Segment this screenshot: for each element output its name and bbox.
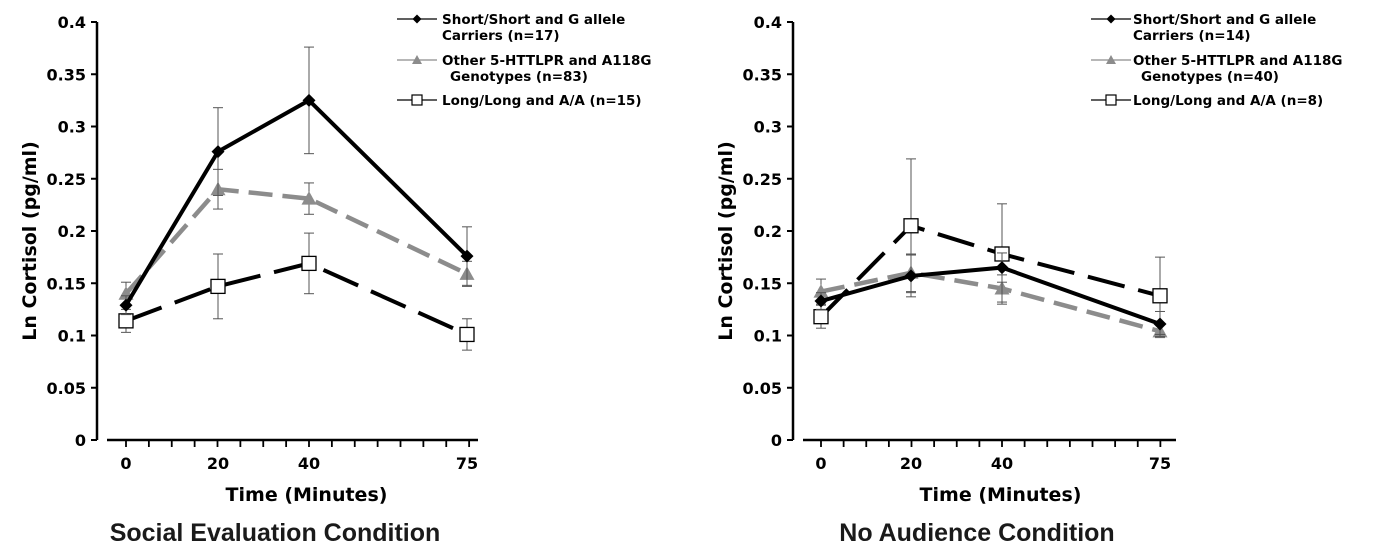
data-point: [459, 326, 475, 343]
series-diamond: [119, 46, 474, 316]
data-point: [119, 298, 133, 312]
x-tick-label: 0: [120, 454, 131, 473]
y-tick-label: 0.25: [47, 170, 86, 189]
x-tick-label: 20: [207, 454, 229, 473]
data-point: [460, 249, 474, 263]
series-triangle: [118, 168, 475, 306]
y-tick-label: 0.15: [743, 274, 782, 293]
legend-label: Short/Short and G allele: [442, 12, 625, 28]
y-tick-label: 0.15: [47, 274, 86, 293]
legend-label: Carriers (n=17): [442, 28, 560, 44]
legend-label: Short/Short and G allele: [1133, 12, 1316, 28]
y-tick-label: 0.25: [743, 170, 782, 189]
legend-label: Long/Long and A/A (n=15): [442, 93, 642, 109]
data-point: [1153, 317, 1167, 331]
x-tick-label: 40: [298, 454, 320, 473]
data-point: [903, 218, 919, 234]
y-tick-label: 0.4: [58, 13, 86, 32]
y-tick-label: 0.3: [754, 118, 782, 137]
legend-label: Long/Long and A/A (n=8): [1133, 93, 1323, 109]
series-line: [125, 261, 468, 337]
panel-no-audience: 0 0.05 0.1 0.15 0.2 0.25 0.3 0.35 0.4 0 20 40 75 Ln C…: [715, 12, 1342, 545]
legend-label: Genotypes (n=40): [1141, 69, 1279, 85]
series-line: [124, 97, 469, 307]
y-tick-label: 0.2: [58, 222, 86, 241]
legend-label: Other 5-HTTLPR and A118G: [442, 53, 651, 69]
legend-label: Carriers (n=14): [1133, 28, 1251, 44]
series-line: [820, 265, 1161, 326]
data-point: [814, 294, 828, 308]
x-axis-title: Time (Minutes): [226, 484, 388, 506]
data-point: [301, 255, 317, 272]
y-tick-label: 0.4: [754, 13, 782, 32]
panel-social-evaluation: 0 0.05 0.1 0.15 0.2 0.25 0.3 0.35 0.4 0 20 40 75 Ln C…: [19, 12, 651, 545]
series-triangle: [813, 253, 1168, 339]
y-axis-title: Ln Cortisol (pg/ml): [19, 141, 41, 341]
panel-caption: No Audience Condition: [839, 519, 1114, 545]
legend-marker: [1105, 94, 1117, 106]
x-axis-title: Time (Minutes): [920, 484, 1082, 506]
series-line: [819, 223, 1161, 319]
y-tick-label: 0.2: [754, 222, 782, 241]
legend-marker: [411, 94, 423, 106]
y-tick-label: 0.35: [47, 65, 86, 84]
legend-marker: [412, 14, 422, 24]
legend-marker: [1106, 14, 1116, 24]
legend-marker: [412, 55, 422, 64]
data-point: [813, 284, 829, 298]
data-point: [211, 145, 225, 159]
panel-caption: Social Evaluation Condition: [110, 519, 441, 545]
x-tick-label: 75: [1149, 454, 1171, 473]
legend-label: Genotypes (n=83): [450, 69, 588, 85]
y-tick-label: 0.35: [743, 65, 782, 84]
legend-marker: [1106, 55, 1116, 64]
series-line: [124, 186, 468, 296]
x-tick-label: 0: [815, 454, 826, 473]
legend-label: Other 5-HTTLPR and A118G: [1133, 53, 1342, 69]
y-tick-label: 0.05: [743, 379, 782, 398]
data-point: [301, 191, 317, 205]
x-tick-label: 40: [991, 454, 1013, 473]
data-point: [1152, 288, 1168, 304]
y-tick-label: 0: [75, 431, 86, 450]
y-tick-label: 0.1: [754, 327, 782, 346]
data-point: [118, 313, 134, 329]
y-tick-label: 0.3: [58, 118, 86, 137]
x-tick-label: 75: [456, 454, 478, 473]
y-tick-label: 0: [771, 431, 782, 450]
data-point: [813, 309, 829, 325]
y-tick-label: 0.05: [47, 379, 86, 398]
data-point: [995, 261, 1009, 275]
series-diamond: [814, 252, 1167, 338]
data-point: [210, 278, 226, 295]
data-point: [302, 93, 316, 107]
series-line: [820, 270, 1161, 334]
y-tick-label: 0.1: [58, 327, 86, 346]
data-point: [904, 269, 918, 283]
x-tick-label: 20: [900, 454, 922, 473]
y-axis-title: Ln Cortisol (pg/ml): [715, 141, 737, 341]
